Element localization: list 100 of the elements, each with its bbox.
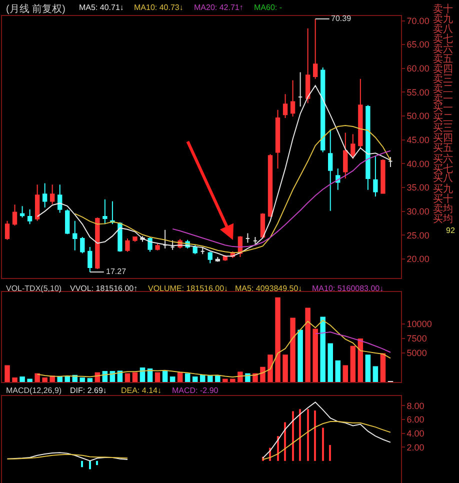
- bar: [64, 376, 70, 382]
- bar: [87, 378, 93, 382]
- text: 卖二: [433, 83, 453, 95]
- candlestick: [20, 206, 25, 218]
- text: 卖六: [433, 43, 453, 55]
- text: DIF: 2.69↓: [70, 386, 107, 395]
- bar: [124, 373, 130, 382]
- text: MACD: -2.90: [172, 386, 219, 395]
- bar: [170, 376, 176, 382]
- text: 买七: [433, 163, 453, 175]
- y-tick-label: 10000: [406, 319, 432, 330]
- annotation: VOLUME: 181516.00↓: [148, 284, 228, 293]
- bar: [27, 378, 32, 382]
- y-tick-label: 50.00: [406, 111, 430, 122]
- bar: [208, 376, 213, 382]
- text: 92: [446, 226, 456, 235]
- y-tick-label: 65.00: [406, 40, 430, 50]
- candlestick: [358, 78, 363, 148]
- bar: [322, 428, 324, 461]
- text: 卖四: [433, 63, 453, 75]
- line-series: [314, 332, 391, 353]
- bar: [12, 377, 18, 382]
- bar: [298, 330, 303, 382]
- y-tick-label: 6.00: [406, 414, 424, 425]
- candlestick: [380, 158, 386, 194]
- bar: [42, 377, 48, 382]
- text: 卖七: [433, 33, 453, 45]
- y-tick-label: 70.00: [406, 16, 430, 26]
- candlestick: [125, 238, 130, 252]
- candlestick: [282, 94, 288, 118]
- candlestick: [34, 184, 40, 222]
- text: 买五: [433, 143, 453, 154]
- text: MA5: 40.71↓: [79, 3, 124, 12]
- text: 买四: [433, 133, 453, 144]
- candlestick: [72, 220, 78, 251]
- bar: [282, 354, 288, 382]
- y-tick-label: 55.00: [406, 87, 430, 98]
- candlestick: [132, 236, 138, 242]
- y-tick-label: 60.00: [406, 64, 430, 74]
- y-tick-label: 4.00: [406, 428, 424, 438]
- bar: [215, 376, 220, 382]
- bar: [222, 378, 228, 382]
- candlestick: [366, 104, 370, 190]
- text: 卖五: [433, 53, 453, 65]
- y-tick-label: 2.00: [406, 442, 424, 452]
- y-tick-label: 20.00: [406, 254, 430, 264]
- bar: [238, 372, 243, 382]
- candlestick: [27, 208, 32, 225]
- candlestick: [12, 204, 18, 226]
- line-series: [172, 150, 391, 248]
- candlestick: [42, 182, 48, 208]
- candlestick: [118, 222, 122, 252]
- candlestick: [298, 72, 303, 108]
- bar: [358, 338, 364, 382]
- candlestick: [252, 236, 258, 244]
- bar: [312, 328, 318, 382]
- candlestick: [50, 184, 55, 205]
- candlestick: [80, 236, 85, 254]
- y-tick-label: 30.00: [406, 206, 430, 216]
- y-tick-label: 8.00: [406, 400, 424, 411]
- chart-title: MACD(12,26,9): [6, 386, 62, 395]
- text: MA10: 5160083.00↓: [312, 284, 384, 293]
- bar: [290, 318, 296, 382]
- bar: [177, 372, 183, 382]
- bar: [320, 316, 326, 382]
- y-tick-label: 45.00: [406, 135, 430, 145]
- bar: [314, 410, 316, 461]
- text: 卖一: [433, 93, 453, 105]
- bar: [89, 460, 91, 470]
- text: 买一: [433, 103, 453, 114]
- candlestick: [373, 155, 378, 198]
- candlestick: [208, 251, 212, 264]
- text: 卖九: [433, 13, 453, 25]
- bar: [20, 376, 25, 382]
- candlestick: [215, 256, 220, 262]
- bar: [260, 366, 266, 382]
- candlestick: [268, 154, 273, 218]
- bar: [350, 346, 356, 382]
- bar: [230, 378, 236, 382]
- bar: [335, 360, 341, 382]
- text: 卖八: [433, 23, 453, 35]
- text: 买均: [433, 213, 453, 225]
- text: MA10: 40.73↓: [134, 3, 184, 12]
- text: 买十: [433, 193, 453, 205]
- annotation: 70.39: [331, 14, 352, 23]
- bar: [328, 343, 333, 382]
- candlestick: [260, 212, 266, 239]
- y-tick-label: 25.00: [406, 230, 430, 240]
- candlestick: [305, 28, 310, 104]
- candlestick: [245, 232, 250, 244]
- candlestick: [88, 246, 92, 272]
- candlestick: [162, 229, 168, 249]
- bar: [132, 372, 138, 382]
- bar: [268, 354, 273, 382]
- bar: [372, 366, 378, 382]
- bar: [162, 371, 168, 382]
- bar: [96, 460, 98, 466]
- line-series: [36, 320, 391, 378]
- candlestick: [65, 208, 70, 235]
- annotation: 17.27: [106, 267, 127, 276]
